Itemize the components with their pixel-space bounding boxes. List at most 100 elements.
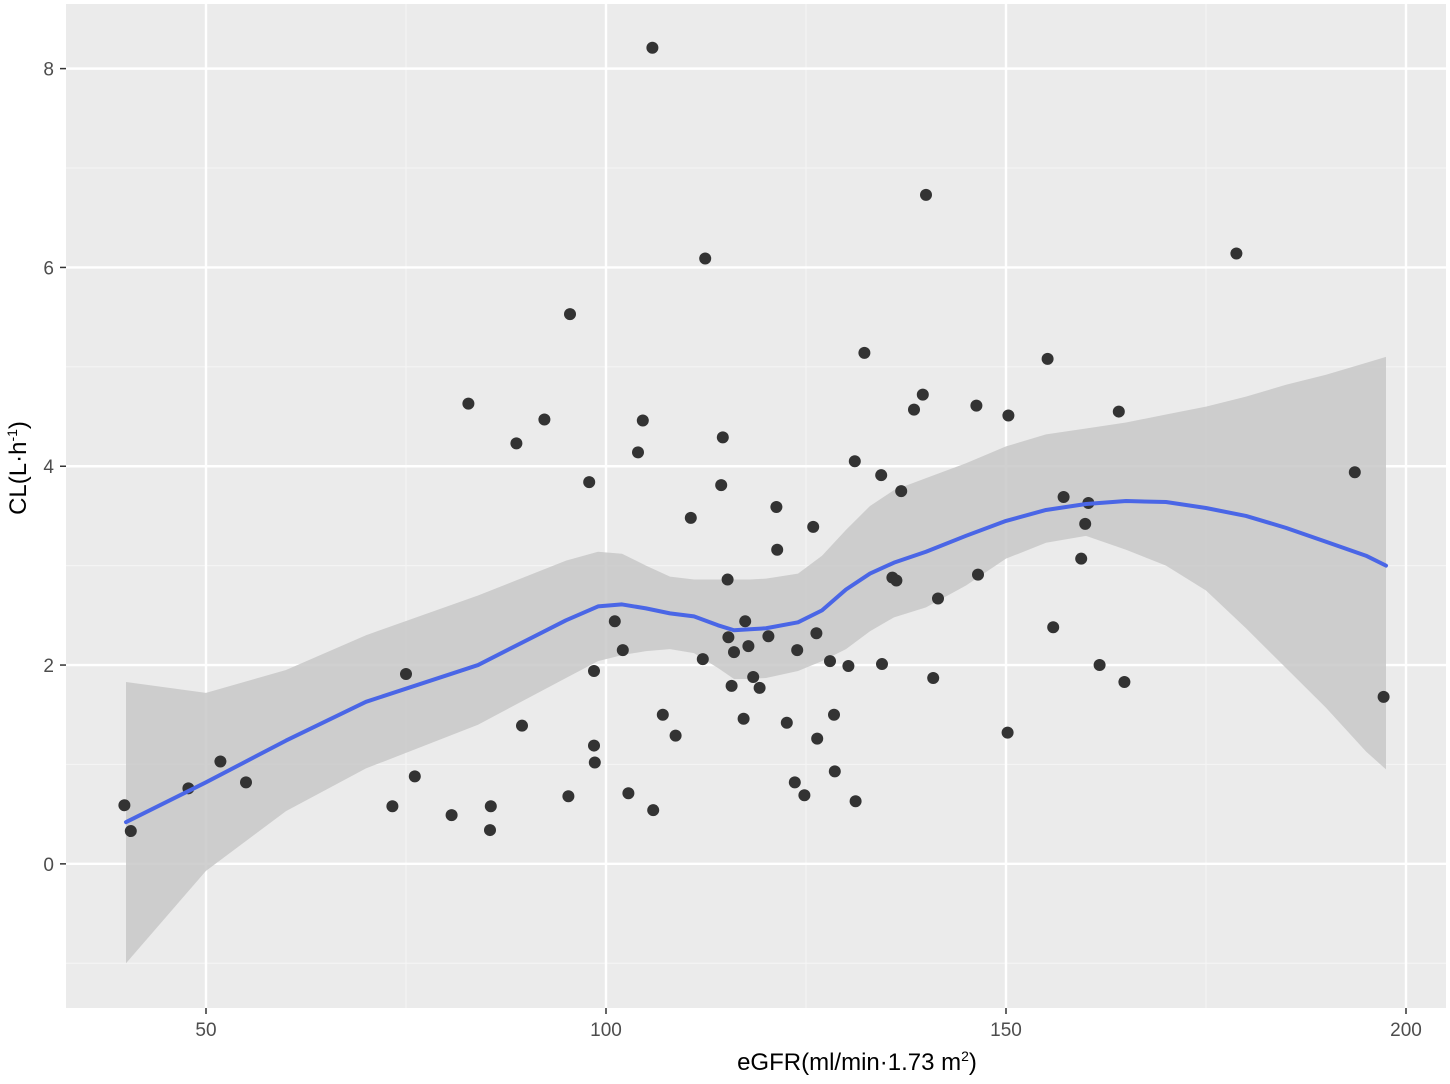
data-point: [1112, 405, 1125, 418]
data-point: [699, 252, 712, 265]
data-point: [890, 574, 903, 587]
data-point: [538, 413, 551, 426]
data-point: [920, 188, 932, 201]
data-point: [240, 776, 252, 789]
confidence-ribbon: [126, 356, 1386, 964]
x-tick-label: 150: [990, 1020, 1022, 1041]
data-point: [1001, 726, 1014, 739]
data-point: [616, 644, 629, 657]
data-point: [510, 437, 523, 450]
data-point: [1118, 675, 1131, 688]
data-point: [916, 388, 929, 401]
data-point: [780, 716, 793, 729]
y-axis-title: CL(L·h-1): [4, 421, 32, 515]
data-point: [739, 615, 752, 628]
data-point: [1002, 409, 1015, 422]
data-point: [788, 776, 801, 789]
y-axis-ticks: 0 2 4 6 8: [43, 60, 66, 876]
data-point: [828, 708, 840, 721]
data-point: [722, 631, 735, 644]
data-point: [214, 755, 227, 768]
data-point: [408, 770, 421, 783]
y-tick-label: 0: [43, 855, 54, 876]
data-point: [608, 615, 621, 628]
data-point: [737, 712, 750, 725]
smooth-trend-line: [124, 499, 1388, 825]
data-point: [669, 729, 682, 742]
data-point: [716, 431, 729, 444]
data-point: [632, 446, 644, 459]
data-point: [516, 719, 528, 732]
data-point: [811, 732, 824, 745]
data-point: [562, 790, 575, 803]
x-tick-label: 200: [1390, 1020, 1422, 1041]
data-point: [810, 627, 823, 640]
data-point: [721, 573, 734, 586]
data-point: [927, 671, 940, 684]
data-point: [970, 399, 983, 412]
x-axis-ticks: 50 100 150 200: [195, 1008, 1422, 1041]
y-tick-label: 6: [43, 258, 54, 279]
data-point: [646, 41, 659, 54]
x-tick-label: 100: [590, 1020, 622, 1041]
data-point: [932, 592, 944, 605]
data-point: [747, 670, 760, 683]
data-point: [1041, 352, 1054, 365]
data-point: [1093, 659, 1106, 672]
data-point: [798, 789, 811, 802]
data-point: [895, 485, 908, 498]
data-point: [684, 511, 697, 524]
data-point: [762, 630, 775, 643]
data-point: [753, 681, 766, 694]
data-point: [715, 479, 728, 492]
data-point: [725, 679, 738, 692]
y-tick-label: 4: [43, 457, 54, 478]
data-point: [858, 346, 871, 359]
data-point: [972, 568, 984, 581]
data-point: [588, 665, 600, 678]
data-point: [1057, 491, 1070, 504]
data-point: [771, 543, 784, 556]
data-point: [824, 655, 836, 668]
data-point: [1230, 247, 1243, 260]
y-tick-label: 8: [43, 60, 54, 81]
data-point: [728, 646, 740, 659]
data-point: [791, 644, 804, 657]
data-point: [462, 397, 475, 410]
data-point: [1348, 466, 1361, 479]
data-point: [588, 756, 601, 769]
data-point: [908, 403, 920, 416]
data-point: [696, 653, 709, 666]
data-point: [876, 658, 888, 671]
x-tick-label: 50: [195, 1020, 216, 1041]
data-point: [770, 500, 783, 513]
data-point: [1079, 517, 1092, 530]
data-point: [656, 708, 669, 721]
data-point: [386, 800, 399, 813]
data-points: [118, 41, 1390, 838]
x-axis-title: eGFR(ml/min·1.73 m2): [737, 1048, 977, 1076]
data-point: [484, 800, 497, 813]
data-point: [445, 809, 458, 822]
data-point: [742, 640, 755, 653]
data-point: [484, 824, 496, 837]
data-point: [118, 799, 131, 812]
data-point: [848, 455, 861, 468]
data-point: [622, 787, 635, 800]
data-point: [807, 520, 820, 533]
data-point: [636, 414, 649, 427]
confidence-band: [126, 356, 1386, 964]
data-point: [828, 765, 841, 778]
data-point: [875, 469, 888, 482]
data-point: [1075, 552, 1088, 565]
data-point: [849, 795, 862, 808]
data-point: [1047, 621, 1060, 634]
data-point: [588, 739, 600, 752]
y-tick-label: 2: [43, 656, 54, 677]
data-point: [647, 804, 660, 817]
loess-smooth-line: [124, 499, 1388, 825]
data-point: [400, 667, 412, 680]
data-point: [1377, 690, 1390, 703]
